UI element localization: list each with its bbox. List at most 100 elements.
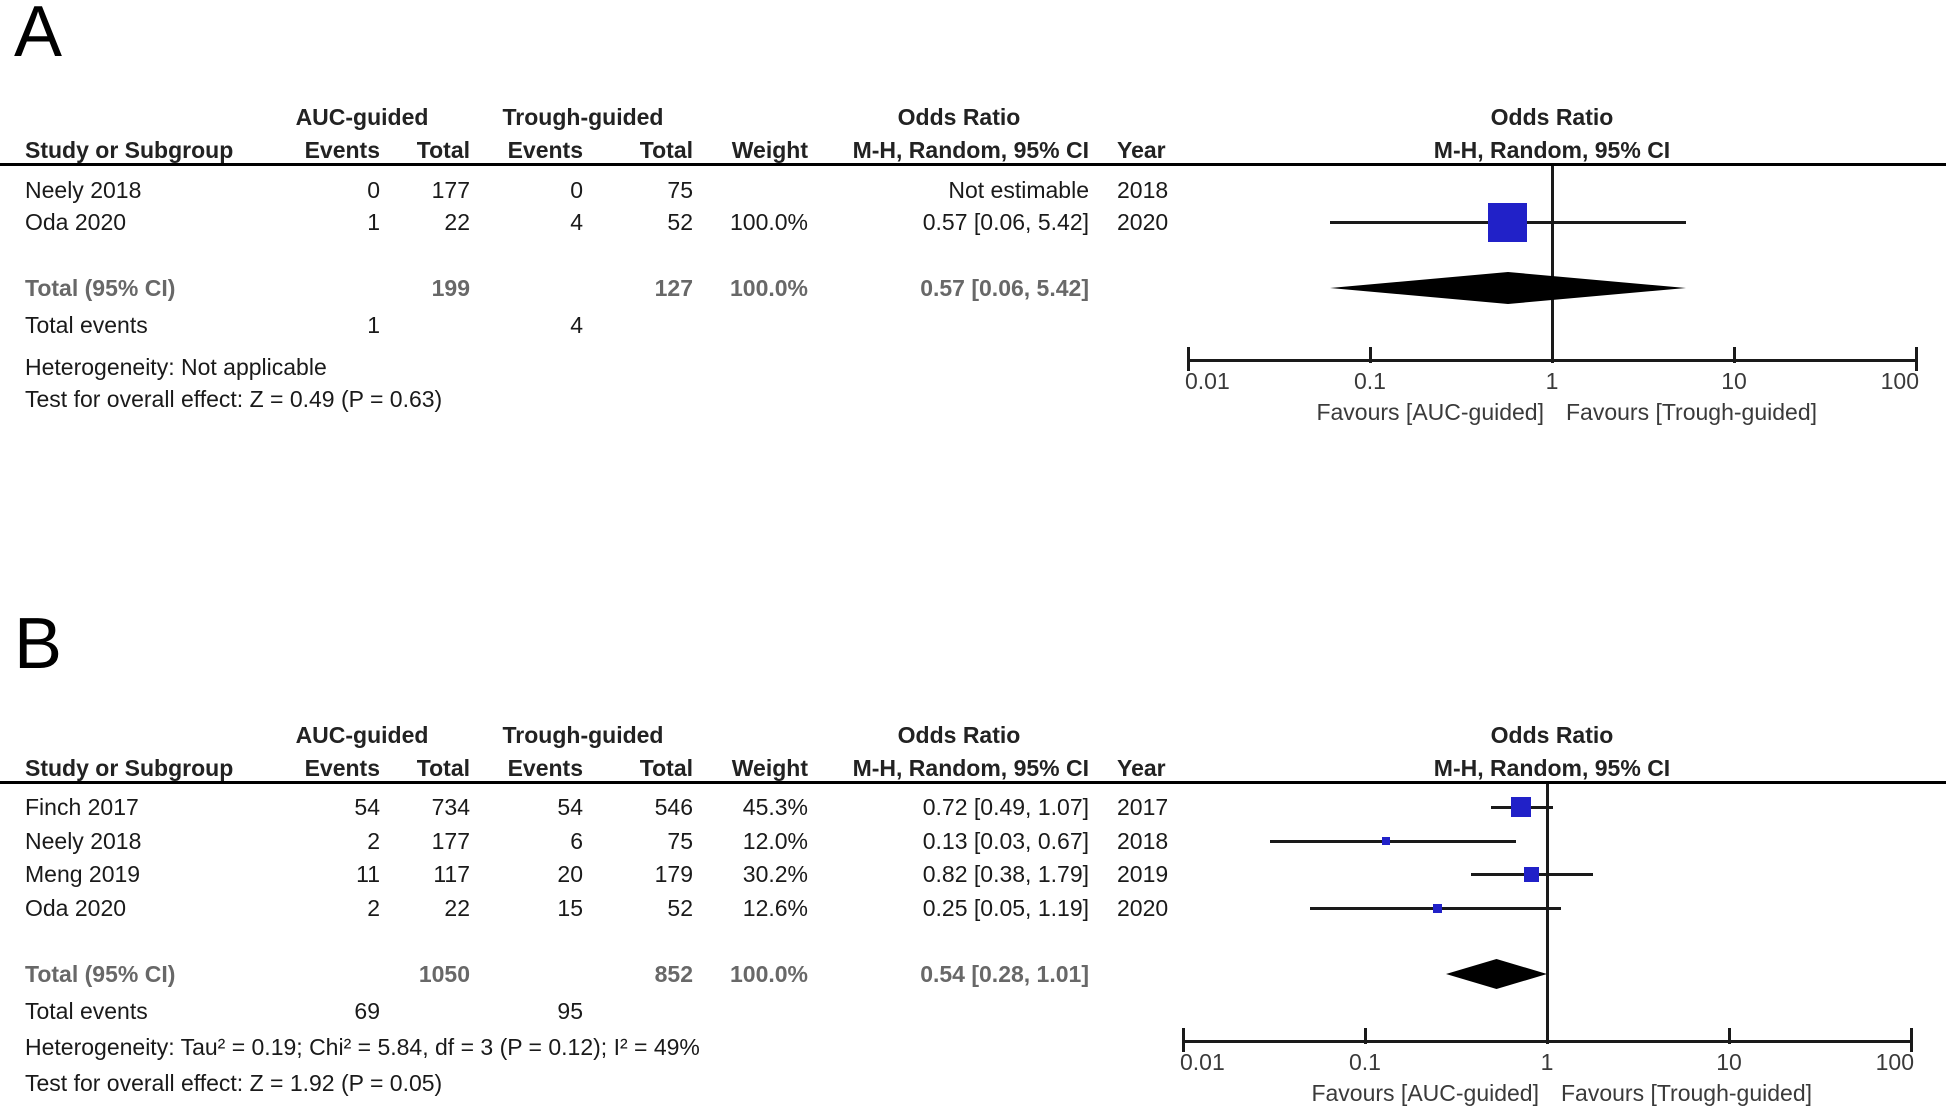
panel-a-column-header-row: Study or Subgroup Events Total Events To…: [0, 135, 1946, 165]
axis-tick-label: 0.01: [1185, 368, 1230, 394]
overall-effect-text: Test for overall effect: Z = 0.49 (P = 0…: [25, 386, 443, 412]
weight: 45.3%: [742, 794, 808, 820]
total-trough: 546: [654, 794, 693, 820]
weight: 12.6%: [742, 895, 808, 921]
panel-a-label: A: [14, 0, 63, 72]
study-row: Neely 2018 0 177 0 75 Not estimable 2018: [0, 175, 1946, 205]
odds-ratio-ci: 0.82 [0.38, 1.79]: [922, 861, 1089, 887]
col-header-events-auc: Events: [304, 137, 380, 163]
group-header-auc-guided: AUC-guided: [295, 722, 429, 748]
total-auc: 734: [431, 794, 470, 820]
effect-square: [1511, 797, 1531, 817]
events-auc: 2: [367, 828, 380, 854]
odds-ratio-ci: 0.13 [0.03, 0.67]: [922, 828, 1089, 854]
favours-left-label: Favours [AUC-guided]: [1311, 1080, 1539, 1106]
total-events-trough: 95: [557, 998, 583, 1024]
total-auc: 1050: [418, 961, 470, 987]
axis-tick: [1915, 347, 1918, 371]
null-effect-line: [1546, 784, 1549, 1040]
header-divider-line: [0, 781, 1946, 784]
events-trough: 6: [570, 828, 583, 854]
odds-ratio-ci: 0.57 [0.06, 5.42]: [922, 209, 1089, 235]
total-trough: 52: [667, 895, 693, 921]
col-header-total-trough: Total: [639, 755, 693, 781]
study-name: Neely 2018: [25, 177, 142, 203]
total-auc: 177: [431, 177, 470, 203]
total-events-label: Total events: [25, 312, 148, 338]
total-events-row: Total events 1 4: [0, 310, 1946, 340]
col-header-year: Year: [1117, 755, 1166, 781]
total-row: Total (95% CI) 199 127 100.0% 0.57 [0.06…: [0, 273, 1946, 303]
col-header-total-trough: Total: [639, 137, 693, 163]
group-header-odds-ratio: Odds Ratio: [897, 722, 1021, 748]
col-header-mh-ci: M-H, Random, 95% CI: [852, 137, 1089, 163]
study-name: Meng 2019: [25, 861, 141, 887]
total-trough: 75: [667, 828, 693, 854]
overall-effect-text: Test for overall effect: Z = 1.92 (P = 0…: [25, 1070, 443, 1096]
year: 2020: [1117, 895, 1169, 921]
axis-tick-label: 100: [1875, 1049, 1914, 1075]
year: 2019: [1117, 861, 1169, 887]
events-auc: 11: [356, 861, 380, 887]
col-header-events-auc: Events: [304, 755, 380, 781]
total-label: Total (95% CI): [25, 275, 176, 301]
total-trough: 127: [654, 275, 693, 301]
total-odds-ratio: 0.54 [0.28, 1.01]: [920, 961, 1089, 987]
col-header-mh-ci: M-H, Random, 95% CI: [852, 755, 1089, 781]
axis-tick-label: 100: [1880, 368, 1919, 394]
year: 2018: [1117, 177, 1169, 203]
year: 2017: [1117, 794, 1169, 820]
events-trough: 15: [557, 895, 583, 921]
axis-tick: [1369, 347, 1372, 363]
total-trough: 852: [654, 961, 693, 987]
axis-tick-label: 0.01: [1180, 1049, 1225, 1075]
axis-tick: [1551, 347, 1554, 363]
col-header-study: Study or Subgroup: [25, 137, 234, 163]
effect-square: [1433, 904, 1442, 913]
plot-header-odds-ratio: Odds Ratio: [1490, 104, 1614, 130]
study-name: Oda 2020: [25, 209, 127, 235]
events-auc: 2: [367, 895, 380, 921]
col-header-events-trough: Events: [507, 137, 583, 163]
total-weight: 100.0%: [729, 275, 808, 301]
favours-right-label: Favours [Trough-guided]: [1561, 1080, 1813, 1106]
group-header-trough-guided: Trough-guided: [502, 104, 664, 130]
ci-line: [1270, 840, 1516, 843]
total-events-auc: 69: [354, 998, 380, 1024]
total-events-trough: 4: [570, 312, 583, 338]
axis-tick: [1733, 347, 1736, 363]
favours-right-label: Favours [Trough-guided]: [1566, 399, 1818, 425]
col-header-events-trough: Events: [507, 755, 583, 781]
plot-header-mh-ci: M-H, Random, 95% CI: [1433, 755, 1671, 781]
total-trough: 179: [654, 861, 693, 887]
header-divider-line: [0, 163, 1946, 166]
study-row: Meng 2019 11 117 20 179 30.2% 0.82 [0.38…: [0, 859, 1946, 889]
total-events-auc: 1: [367, 312, 380, 338]
total-auc: 22: [444, 895, 470, 921]
axis-tick: [1728, 1028, 1731, 1044]
axis-tick-label: 1: [1540, 1049, 1554, 1075]
total-trough: 75: [667, 177, 693, 203]
axis-tick-label: 0.1: [1349, 1049, 1381, 1075]
study-name: Oda 2020: [25, 895, 127, 921]
events-auc: 0: [367, 177, 380, 203]
year: 2020: [1117, 209, 1169, 235]
events-trough: 20: [557, 861, 583, 887]
events-trough: 0: [570, 177, 583, 203]
events-auc: 54: [354, 794, 380, 820]
axis-tick: [1182, 1028, 1185, 1052]
total-events-label: Total events: [25, 998, 148, 1024]
total-label: Total (95% CI): [25, 961, 176, 987]
total-auc: 117: [433, 861, 470, 887]
total-odds-ratio: 0.57 [0.06, 5.42]: [920, 275, 1089, 301]
axis-tick: [1910, 1028, 1913, 1052]
group-header-auc-guided: AUC-guided: [295, 104, 429, 130]
col-header-year: Year: [1117, 137, 1166, 163]
panel-b-column-header-row: Study or Subgroup Events Total Events To…: [0, 753, 1946, 783]
axis-tick-label: 10: [1716, 1049, 1742, 1075]
heterogeneity-text: Heterogeneity: Tau² = 0.19; Chi² = 5.84,…: [25, 1034, 700, 1060]
total-auc: 199: [431, 275, 470, 301]
col-header-weight: Weight: [731, 137, 808, 163]
